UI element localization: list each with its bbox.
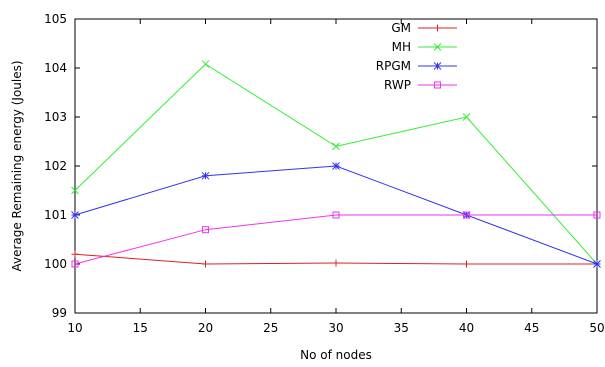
- data-point-mh: [332, 142, 340, 151]
- y-tick-label: 105: [44, 12, 67, 26]
- data-point-rpgm: [332, 162, 340, 170]
- data-point-mh: [201, 60, 210, 68]
- legend-label-rpgm: RPGM: [376, 59, 411, 73]
- legend-label-mh: MH: [392, 40, 411, 54]
- x-tick-label: 35: [394, 321, 409, 335]
- legend-marker-gm: [434, 24, 441, 32]
- data-point-rwp: [332, 211, 340, 219]
- data-point-gm: [202, 260, 209, 268]
- data-point-gm: [71, 250, 79, 258]
- x-tick-label: 45: [524, 321, 539, 335]
- data-point-rwp: [202, 226, 209, 234]
- x-tick-label: 20: [198, 321, 213, 335]
- x-tick-label: 10: [67, 321, 82, 335]
- x-axis-title: No of nodes: [300, 348, 372, 362]
- y-tick-label: 99: [52, 306, 67, 320]
- legend-marker-rpgm: [433, 62, 442, 70]
- legend: GM MH RPGM RWP: [376, 21, 457, 92]
- series-layer: [71, 60, 601, 268]
- series-line-rwp: [74, 214, 597, 265]
- y-tick-label: 103: [44, 110, 67, 124]
- data-point-mh: [71, 186, 79, 195]
- data-point-rpgm: [593, 260, 601, 268]
- data-point-rwp: [463, 211, 470, 219]
- data-point-rwp: [593, 211, 601, 219]
- y-tick-label: 102: [44, 159, 67, 173]
- legend-marker-rwp: [434, 81, 441, 89]
- x-tick-label: 50: [589, 321, 604, 335]
- legend-marker-mh: [433, 43, 442, 51]
- y-axis-title: Average Remaining energy (Joules): [10, 60, 24, 271]
- x-tick-label: 15: [133, 321, 148, 335]
- axis-ticks: 10 15 20 25 30 35 40 45 50 99 100 101 102 103 104 105: [44, 12, 605, 335]
- legend-label-rwp: RWP: [384, 78, 411, 92]
- data-point-rwp: [71, 260, 79, 268]
- legend-label-gm: GM: [391, 21, 411, 35]
- data-point-gm: [463, 260, 470, 268]
- data-point-gm: [332, 259, 340, 267]
- x-tick-label: 40: [459, 321, 474, 335]
- y-tick-label: 101: [44, 208, 67, 222]
- y-tick-label: 104: [44, 61, 67, 75]
- x-tick-label: 30: [328, 321, 343, 335]
- y-tick-label: 100: [44, 257, 67, 271]
- x-tick-label: 25: [263, 321, 278, 335]
- data-point-rpgm: [71, 211, 79, 219]
- data-point-rpgm: [201, 171, 210, 180]
- data-point-mh: [462, 113, 471, 121]
